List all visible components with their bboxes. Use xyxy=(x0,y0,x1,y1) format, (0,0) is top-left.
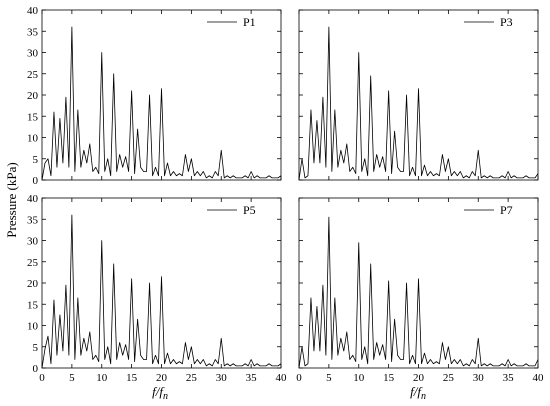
panel-p3: P3 xyxy=(298,9,539,181)
y-tick-label: 20 xyxy=(27,278,39,290)
x-tick-label: 15 xyxy=(383,372,395,384)
x-axis-label-subscript: n xyxy=(163,391,168,402)
x-tick-label: 5 xyxy=(326,372,332,384)
x-tick-label: 20 xyxy=(156,372,168,384)
panel-p7: 0 5 10 15 20 25 30 35 40 P7 xyxy=(296,197,545,384)
x-tick-label: 25 xyxy=(443,372,455,384)
legend-label: P1 xyxy=(243,15,256,29)
x-tick-label: 35 xyxy=(246,372,258,384)
x-axis-label-numerator: f xyxy=(152,384,158,399)
legend-label: P5 xyxy=(243,203,256,217)
series-line-p1 xyxy=(41,26,282,181)
x-axis-label-denominator: f xyxy=(159,384,165,399)
x-axis-label-denominator: f xyxy=(417,384,423,399)
y-tick-label: 10 xyxy=(27,133,39,145)
y-tick-label: 10 xyxy=(27,321,39,333)
x-tick-label: 10 xyxy=(96,372,108,384)
x-tick-label: 0 xyxy=(296,372,302,384)
y-tick-label: 30 xyxy=(27,236,39,248)
x-tick-label: 30 xyxy=(216,372,228,384)
y-tick-label: 5 xyxy=(33,342,39,354)
x-axis-label-left: f/fn xyxy=(152,384,168,402)
x-tick-label: 15 xyxy=(126,372,138,384)
y-tick-label: 40 xyxy=(27,5,39,17)
x-tick-label: 40 xyxy=(276,372,288,384)
y-tick-label: 20 xyxy=(27,90,39,102)
x-tick-label: 40 xyxy=(533,372,545,384)
x-tick-label: 30 xyxy=(473,372,485,384)
y-tick-label: 0 xyxy=(33,363,39,375)
y-tick-label: 25 xyxy=(27,257,39,269)
panels: 0 5 10 15 20 25 30 35 40 P1 P3 0 5 10 15 20 25 30 35 40 0 5 10… xyxy=(27,5,544,384)
legend-label: P7 xyxy=(500,203,513,217)
y-tick-label: 40 xyxy=(27,193,39,205)
y-tick-label: 25 xyxy=(27,69,39,81)
x-axis-label-subscript: n xyxy=(421,391,426,402)
x-tick-label: 0 xyxy=(39,372,45,384)
panel-p5: 0 5 10 15 20 25 30 35 40 0 5 10 15 20 25 30 35 40 P5 xyxy=(27,193,287,384)
series-line-p7 xyxy=(298,216,539,369)
x-tick-label: 20 xyxy=(413,372,425,384)
x-tick-label: 5 xyxy=(69,372,75,384)
x-axis-label-separator: / xyxy=(413,384,419,399)
y-axis-label: Pressure (kPa) xyxy=(4,162,19,237)
y-tick-label: 30 xyxy=(27,48,39,60)
y-tick-label: 35 xyxy=(27,214,39,226)
y-tick-label: 5 xyxy=(33,154,39,166)
x-tick-label: 35 xyxy=(503,372,515,384)
x-axis-label-numerator: f xyxy=(410,384,416,399)
x-axis-label-right: f/fn xyxy=(410,384,426,402)
y-tick-label: 15 xyxy=(27,299,39,311)
series-line-p5 xyxy=(41,214,282,369)
legend-label: P3 xyxy=(500,15,513,29)
series-line-p3 xyxy=(298,26,539,181)
y-tick-label: 0 xyxy=(33,175,39,187)
x-tick-label: 25 xyxy=(186,372,198,384)
panel-p1: 0 5 10 15 20 25 30 35 40 P1 xyxy=(27,5,282,187)
x-tick-label: 10 xyxy=(353,372,365,384)
y-tick-label: 15 xyxy=(27,111,39,123)
y-tick-label: 35 xyxy=(27,26,39,38)
x-axis-label-separator: / xyxy=(155,384,161,399)
